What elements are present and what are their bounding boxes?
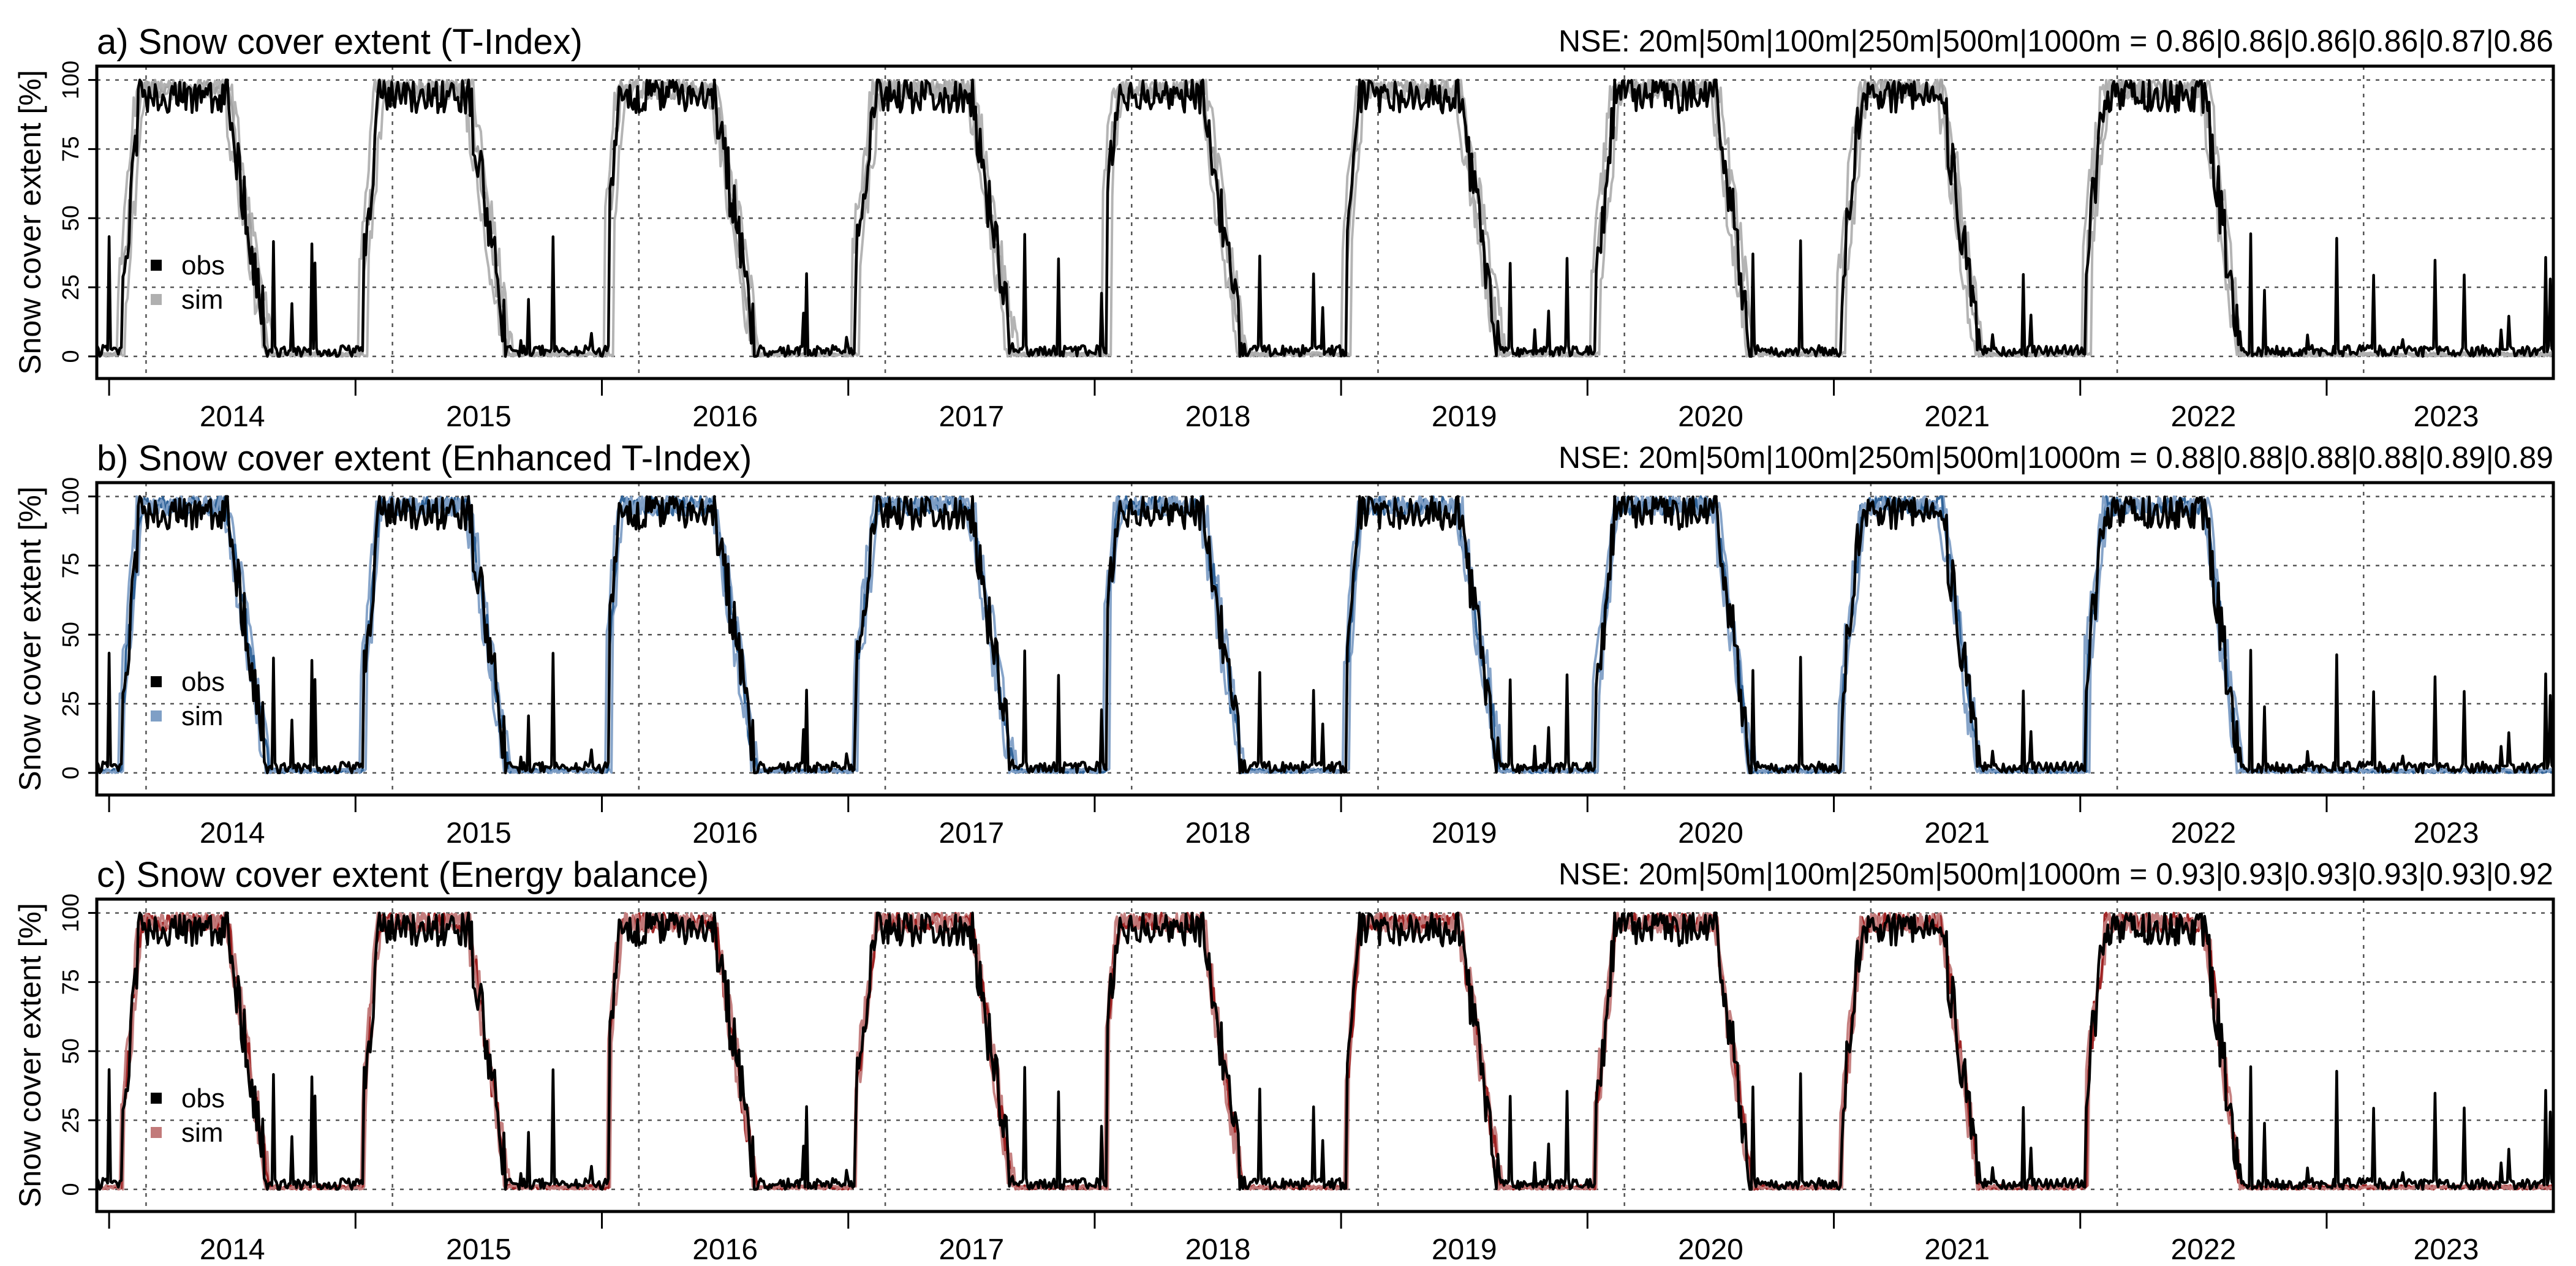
x-tick-label: 2020 xyxy=(1678,401,1743,433)
y-tick-label: 0 xyxy=(58,1183,84,1196)
x-tick-label: 2018 xyxy=(1185,401,1251,433)
nse-annotation: NSE: 20m|50m|100m|250m|500m|1000m = 0.86… xyxy=(1558,24,2553,58)
panel-title: c) Snow cover extent (Energy balance) xyxy=(97,855,709,895)
x-tick-label: 2014 xyxy=(200,1234,265,1266)
x-tick-label: 2018 xyxy=(1185,817,1251,850)
nse-annotation: NSE: 20m|50m|100m|250m|500m|1000m = 0.93… xyxy=(1558,857,2553,891)
legend-label-sim: sim xyxy=(181,285,223,315)
y-tick-label: 0 xyxy=(58,350,84,363)
legend-label-obs: obs xyxy=(181,251,225,281)
nse-annotation: NSE: 20m|50m|100m|250m|500m|1000m = 0.88… xyxy=(1558,440,2553,475)
x-tick-label: 2019 xyxy=(1432,1234,1497,1266)
obs-series-line xyxy=(97,911,2553,1191)
y-tick-label: 25 xyxy=(58,274,84,300)
y-axis-label: Snow cover extent [%] xyxy=(13,486,47,791)
x-tick-label: 2023 xyxy=(2414,817,2479,850)
panel-b: b) Snow cover extent (Enhanced T-Index) N… xyxy=(13,439,2555,850)
x-tick-label: 2021 xyxy=(1924,401,1990,433)
panel-c: c) Snow cover extent (Energy balance) NSE… xyxy=(13,855,2555,1266)
plot-frame xyxy=(95,897,2555,1213)
y-tick-label: 25 xyxy=(58,691,84,717)
x-tick-label: 2022 xyxy=(2170,401,2236,433)
x-tick-label: 2021 xyxy=(1924,1234,1990,1266)
y-tick-label: 50 xyxy=(58,1038,84,1064)
x-tick-label: 2014 xyxy=(200,817,265,850)
x-tick-label: 2022 xyxy=(2170,817,2236,850)
x-tick-label: 2017 xyxy=(939,401,1004,433)
y-tick-label: 25 xyxy=(58,1107,84,1133)
legend-swatch-sim xyxy=(151,710,162,722)
legend-swatch-obs xyxy=(151,676,162,687)
panel-title: b) Snow cover extent (Enhanced T-Index) xyxy=(97,439,752,478)
x-tick-label: 2018 xyxy=(1185,1234,1251,1266)
x-tick-label: 2021 xyxy=(1924,817,1990,850)
legend-swatch-sim xyxy=(151,1127,162,1138)
y-tick-label: 100 xyxy=(58,477,84,516)
x-tick-label: 2016 xyxy=(692,1234,758,1266)
plot-area xyxy=(97,911,2553,1191)
panel-title: a) Snow cover extent (T-Index) xyxy=(97,22,583,62)
x-tick-label: 2022 xyxy=(2170,1234,2236,1266)
x-tick-label: 2023 xyxy=(2414,401,2479,433)
x-tick-label: 2023 xyxy=(2414,1234,2479,1266)
x-tick-label: 2016 xyxy=(692,401,758,433)
legend-label-obs: obs xyxy=(181,1083,225,1113)
x-tick-label: 2020 xyxy=(1678,817,1743,850)
x-tick-label: 2017 xyxy=(939,817,1004,850)
y-tick-label: 100 xyxy=(58,61,84,99)
y-tick-label: 75 xyxy=(58,136,84,162)
y-tick-label: 75 xyxy=(58,552,84,578)
x-tick-label: 2016 xyxy=(692,817,758,850)
x-tick-label: 2014 xyxy=(200,401,265,433)
x-tick-label: 2020 xyxy=(1678,1234,1743,1266)
legend-label-sim: sim xyxy=(181,1118,223,1148)
y-tick-label: 50 xyxy=(58,622,84,647)
y-tick-label: 100 xyxy=(58,894,84,932)
legend-swatch-obs xyxy=(151,1093,162,1104)
plot-frame xyxy=(95,481,2555,797)
legend-label-obs: obs xyxy=(181,667,225,697)
plot-area xyxy=(97,78,2553,358)
y-tick-label: 50 xyxy=(58,205,84,231)
plot-frame xyxy=(95,64,2555,380)
legend-swatch-obs xyxy=(151,260,162,271)
legend-swatch-sim xyxy=(151,294,162,305)
plot-area xyxy=(97,495,2553,775)
x-tick-label: 2015 xyxy=(446,401,512,433)
obs-series-line xyxy=(97,495,2553,775)
x-tick-label: 2015 xyxy=(446,817,512,850)
x-tick-label: 2015 xyxy=(446,1234,512,1266)
panel-a: a) Snow cover extent (T-Index) NSE: 20m|5… xyxy=(13,22,2555,433)
y-tick-label: 75 xyxy=(58,969,84,995)
x-tick-label: 2019 xyxy=(1432,401,1497,433)
y-axis-label: Snow cover extent [%] xyxy=(13,70,47,374)
x-tick-label: 2019 xyxy=(1432,817,1497,850)
obs-series-line xyxy=(97,78,2553,358)
y-axis-label: Snow cover extent [%] xyxy=(13,903,47,1207)
y-tick-label: 0 xyxy=(58,766,84,779)
legend-label-sim: sim xyxy=(181,701,223,731)
x-tick-label: 2017 xyxy=(939,1234,1004,1266)
